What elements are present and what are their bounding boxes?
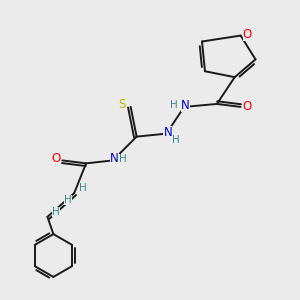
Text: H: H	[119, 154, 127, 164]
Text: H: H	[170, 100, 178, 110]
Text: H: H	[52, 206, 60, 217]
Text: O: O	[51, 152, 60, 164]
Text: H: H	[79, 183, 86, 193]
Text: N: N	[110, 152, 119, 165]
Text: H: H	[64, 195, 71, 205]
Text: H: H	[172, 135, 180, 145]
Text: O: O	[243, 28, 252, 40]
Text: S: S	[119, 98, 126, 111]
Text: N: N	[181, 99, 190, 112]
Text: O: O	[243, 100, 252, 113]
Text: N: N	[164, 126, 172, 139]
